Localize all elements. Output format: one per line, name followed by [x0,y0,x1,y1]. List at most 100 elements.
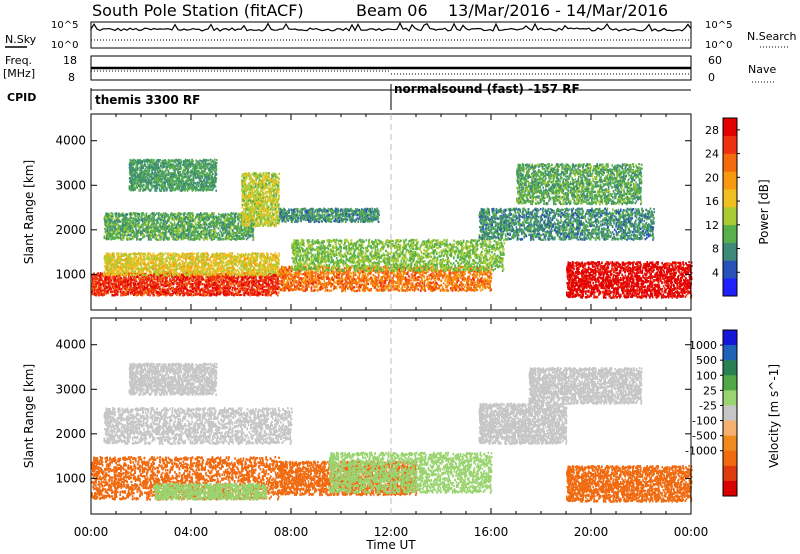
scatter-region-7 [528,367,643,405]
scatter-region-4 [103,407,293,445]
freq-tick-bottom: 8 [68,71,75,84]
power-colorbar-label-tick: 8 [712,243,719,256]
nsearch-label: N.Search [747,30,797,43]
ytick-label: 4000 [55,134,86,148]
scatter-region-4 [103,212,256,241]
noise-tick-bottom-left: 10^0 [51,40,78,51]
velocity-axes: 1000 2000 3000 4000 [55,318,692,514]
velocity-colorbar-segment [723,480,737,497]
noise-tick-top-left: 10^5 [51,20,78,31]
x-tick-labels: 00:00 04:00 08:00 12:00 16:00 20:00 00:00 [74,525,709,539]
power-colorbar-label-tick: 16 [705,195,719,208]
freq-unit-label: [MHz] [3,67,35,80]
velocity-colorbar-segment [723,450,737,467]
velocity-colorbar-label-tick: 500 [696,354,717,367]
ytick-label: 2000 [55,427,86,441]
cpid-segment-1: themis 3300 RF [95,93,200,107]
ytick-label: 3000 [55,178,86,192]
date-range: 13/Mar/2016 - 14/Mar/2016 [448,1,668,20]
velocity-colorbar-segment [723,405,737,421]
noise-tick-top-right: 10^5 [705,20,732,31]
freq-label: Freq. [5,54,32,67]
freq-traces [91,66,691,75]
velocity-colorbar-segment [723,375,737,391]
nsky-trace [90,21,692,32]
scatter-region-5 [128,362,218,396]
velocity-colorbar: 1000 500 100 25 -25 -100 -500 -1000 [685,329,738,497]
figure-title: South Pole Station (fitACF) [92,1,304,20]
velocity-colorbar-segment [723,420,737,436]
power-colorbar-label-tick: 28 [705,124,719,137]
velocity-colorbar-label-tick: 1000 [689,339,717,352]
cpid-label: CPID [7,91,36,104]
freq-panel: Freq. [MHz] 18 8 60 0 Nave [3,54,776,84]
power-scatter [91,158,693,299]
velocity-colorbar-label-tick: -500 [692,430,717,443]
scatter-region-6 [478,402,568,445]
velocity-colorbar-label-tick: 25 [703,384,717,397]
velocity-colorbar-label-tick: -1000 [685,445,717,458]
velocity-colorbar-segment [723,435,737,452]
ytick-label: 3000 [55,382,86,396]
power-colorbar-segment [723,207,737,226]
velocity-panel: 1000 2000 3000 4000 Slant Range [km] 1000 50… [22,317,781,515]
velocity-colorbar-segment [723,390,737,406]
freq-tick-top: 18 [63,54,77,67]
scatter-region-8 [478,207,656,241]
nave-label: Nave [748,63,776,76]
scatter-region-1 [103,252,281,277]
cpid-panel: CPID themis 3300 RF normalsound (fast) -… [7,82,691,110]
velocity-colorbar-label-tick: -100 [692,415,717,428]
noise-tick-bottom-right: 10^0 [705,40,732,51]
power-colorbar-segment [723,242,737,261]
power-colorbar: 4 8 12 16 20 24 28 [705,117,740,297]
scatter-region-6 [241,171,281,228]
ytick-label: 4000 [55,338,86,352]
beam-label: Beam 06 [356,1,428,20]
xtick-label: 04:00 [174,525,209,539]
scatter-region-7 [278,207,380,224]
xtick-label: 12:00 [374,525,409,539]
power-colorbar-segment [723,135,737,154]
power-colorbar-segment [723,278,737,297]
velocity-scatter [91,362,693,503]
scatter-region-5 [128,158,218,192]
xtick-label: 00:00 [674,525,709,539]
velocity-colorbar-label-tick: 100 [696,369,717,382]
nsky-label: N.Sky [5,33,37,46]
power-colorbar-segment [723,260,737,279]
scatter-region-9 [516,163,643,206]
ytick-label: 2000 [55,223,86,237]
power-colorbar-segment [723,171,737,190]
velocity-ylabel: Slant Range [km] [22,364,36,468]
velocity-colorbar-segment [723,345,737,361]
power-colorbar-label-tick: 24 [705,148,719,161]
xtick-label: 08:00 [274,525,309,539]
ytick-label: 1000 [55,471,86,485]
power-colorbar-label-tick: 12 [705,219,719,232]
scatter-region-10 [566,261,693,299]
scatter-region-3 [328,451,493,494]
cpid-segment-2: normalsound (fast) -157 RF [394,82,580,96]
power-colorbar-label-tick: 20 [705,171,719,184]
scatter-region-0 [91,456,281,501]
scatter-region-3 [291,238,506,273]
ytick-label: 1000 [55,267,86,281]
scatter-region-8 [566,465,693,503]
noise-panel: N.Sky 10^5 10^0 10^5 10^0 N.Search [5,20,797,51]
xtick-label: 00:00 [74,525,109,539]
power-axes: 1000 2000 3000 4000 [55,114,692,310]
velocity-colorbar-label-tick: -25 [699,399,717,412]
noise-traces [90,21,692,41]
power-colorbar-frame [722,117,738,297]
scatter-region-1 [153,482,268,501]
velocity-colorbar-frame [722,329,738,497]
power-colorbar-segment [723,118,737,137]
power-ylabel: Slant Range [km] [22,160,36,264]
power-colorbar-segment [723,153,737,172]
xtick-label: 16:00 [474,525,509,539]
velocity-colorbar-segment [723,330,737,346]
nave-tick-bottom: 0 [708,71,715,84]
power-colorbar-segment [723,224,737,243]
